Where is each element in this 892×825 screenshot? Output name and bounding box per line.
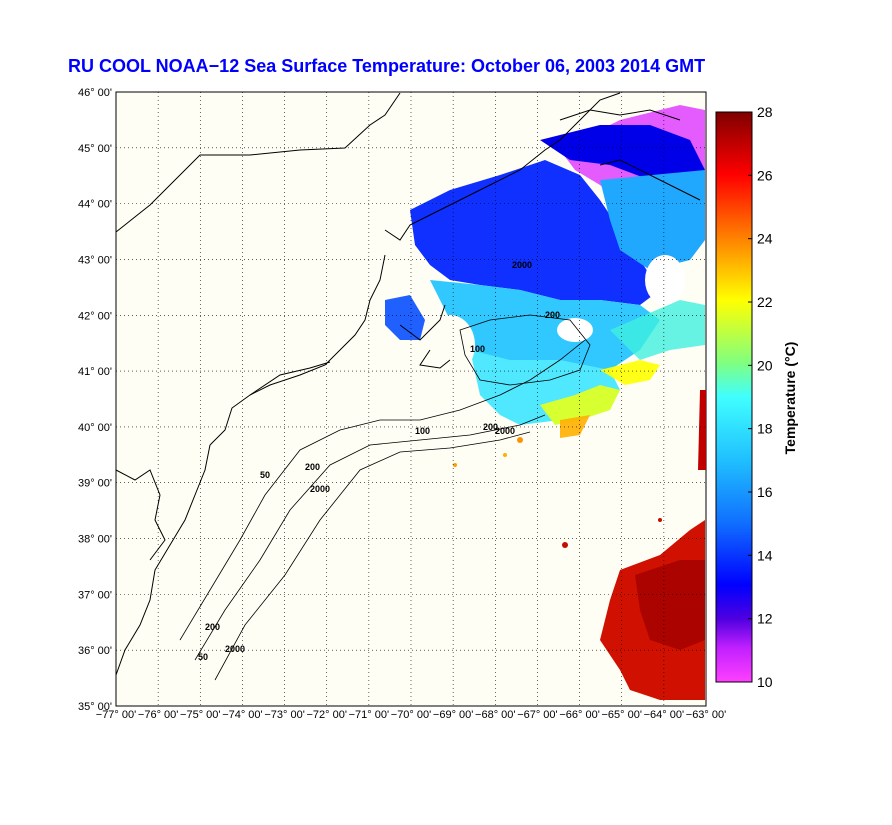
- colorbar-title: Temperature (°C): [782, 342, 798, 455]
- lat-label: 39° 00': [78, 478, 112, 490]
- colorbar-tick-label: 28: [757, 104, 773, 120]
- lon-label: −65° 00': [601, 709, 641, 721]
- lon-label: −68° 00': [475, 709, 515, 721]
- lon-label: −74° 00': [222, 709, 262, 721]
- lat-label: 37° 00': [78, 589, 112, 601]
- chart-title: RU COOL NOAA−12 Sea Surface Temperature:…: [68, 56, 706, 76]
- lat-label: 36° 00': [78, 645, 112, 657]
- isobath-label: 50: [260, 470, 270, 480]
- colorbar-tick-label: 16: [757, 484, 773, 500]
- lon-label: −71° 00': [349, 709, 389, 721]
- lat-label: 38° 00': [78, 534, 112, 546]
- lat-label: 41° 00': [78, 366, 112, 378]
- lat-label: 40° 00': [78, 422, 112, 434]
- colorbar-tick-label: 12: [757, 611, 773, 627]
- lon-label: −75° 00': [180, 709, 220, 721]
- colorbar-tick-label: 18: [757, 421, 773, 437]
- lat-label: 45° 00': [78, 143, 112, 155]
- isobath-label: 200: [483, 422, 498, 432]
- colorbar: 28 26 24 22 20 18 16 14 12 10 Temperature (°C): [715, 104, 798, 690]
- lon-label: −67° 00': [517, 709, 557, 721]
- isobath-label: 200: [205, 622, 220, 632]
- lon-label: −66° 00': [559, 709, 599, 721]
- lon-label: −70° 00': [391, 709, 431, 721]
- isobath-label: 2000: [512, 260, 532, 270]
- colorbar-tick-label: 26: [757, 167, 773, 183]
- colorbar-tick-label: 22: [757, 294, 773, 310]
- longitude-labels: −77° 00' −76° 00' −75° 00' −74° 00' −73° 00'…: [96, 709, 726, 721]
- lat-label: 42° 00': [78, 310, 112, 322]
- isobath-label: 100: [415, 426, 430, 436]
- colorbar-gradient: [715, 111, 753, 683]
- lon-label: −73° 00': [264, 709, 304, 721]
- colorbar-tick-label: 10: [757, 674, 773, 690]
- lon-label: −77° 00': [96, 709, 136, 721]
- lon-label: −69° 00': [433, 709, 473, 721]
- latitude-labels: 46° 00' 45° 00' 44° 00' 43° 00' 42° 00' 41° 0…: [78, 87, 112, 713]
- isobath-label: 100: [470, 344, 485, 354]
- lon-label: −64° 00': [644, 709, 684, 721]
- isobath-label: 200: [305, 462, 320, 472]
- colorbar-tick-label: 20: [757, 357, 773, 373]
- lon-label: −63° 00': [686, 709, 726, 721]
- isobath-label: 2000: [225, 644, 245, 654]
- isobath-label: 50: [198, 652, 208, 662]
- lon-label: −72° 00': [306, 709, 346, 721]
- isobath-label: 2000: [495, 426, 515, 436]
- colorbar-tick-label: 14: [757, 547, 773, 563]
- lat-label: 43° 00': [78, 254, 112, 266]
- lat-label: 44° 00': [78, 199, 112, 211]
- lat-label: 35° 00': [78, 701, 112, 713]
- lat-label: 46° 00': [78, 87, 112, 99]
- colorbar-tick-label: 24: [757, 231, 773, 247]
- isobath-label: 2000: [310, 484, 330, 494]
- lon-label: −76° 00': [138, 709, 178, 721]
